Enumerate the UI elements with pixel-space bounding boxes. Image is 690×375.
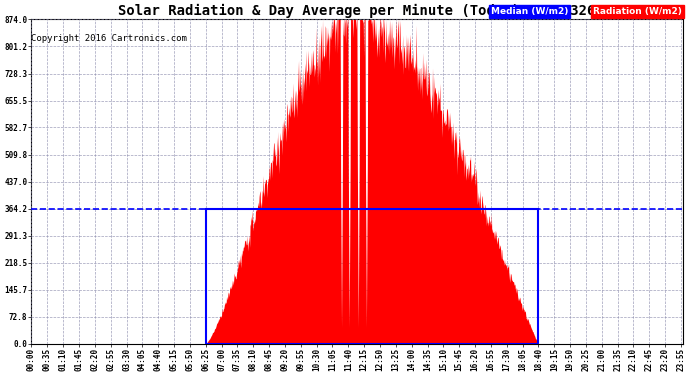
Text: Radiation (W/m2): Radiation (W/m2) xyxy=(593,7,682,16)
Title: Solar Radiation & Day Average per Minute (Today) 20160326: Solar Radiation & Day Average per Minute… xyxy=(119,4,596,18)
Bar xyxy=(206,209,538,344)
Text: Copyright 2016 Cartronics.com: Copyright 2016 Cartronics.com xyxy=(32,34,187,44)
Text: Median (W/m2): Median (W/m2) xyxy=(491,7,569,16)
